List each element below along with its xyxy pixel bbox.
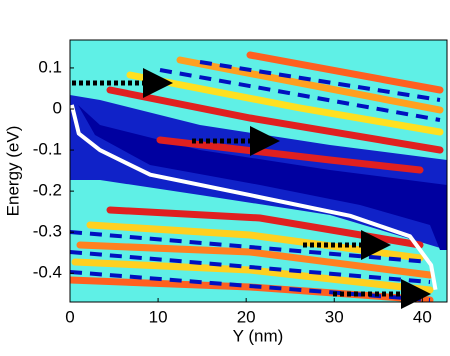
x-tick-label: 0 [65, 307, 74, 326]
y-tick-label: -0.4 [33, 263, 62, 282]
plot-frame [69, 39, 448, 303]
x-tick-label: 40 [413, 307, 432, 326]
arrows [72, 68, 431, 309]
heatmap [70, 40, 447, 302]
x-axis-label: Y (nm) [233, 326, 284, 345]
y-tick-label: 0.1 [38, 57, 62, 76]
x-tick-label: 10 [149, 307, 168, 326]
x-tick-label: 20 [237, 307, 256, 326]
x-tick-label: 30 [325, 307, 344, 326]
y-tick-label: -0.2 [33, 181, 62, 200]
y-tick-label: -0.1 [33, 140, 62, 159]
curve [70, 104, 438, 291]
y-tick-label: 0 [53, 98, 62, 117]
y-tick-label: -0.3 [33, 222, 62, 241]
y-axis-label: Energy (eV) [3, 126, 22, 217]
